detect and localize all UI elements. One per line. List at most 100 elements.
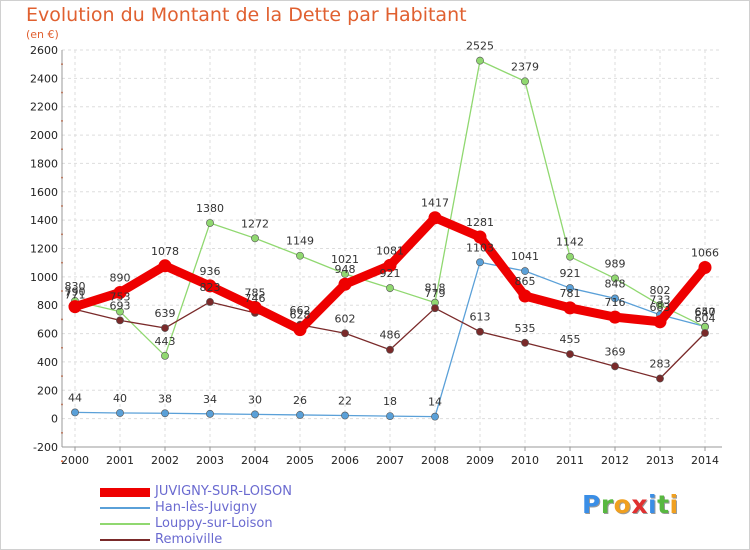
y-tick-label: 1800 bbox=[30, 157, 58, 170]
data-label-juvigny-sur-loison: 790 bbox=[65, 286, 86, 299]
data-point-han-l-s-juvigny bbox=[386, 412, 394, 420]
y-tick-label: 1200 bbox=[30, 243, 58, 256]
data-label-remoiville: 779 bbox=[425, 287, 446, 300]
data-label-louppy-sur-loison: 753 bbox=[110, 291, 131, 304]
data-point-remoiville bbox=[386, 345, 394, 354]
data-point-juvigny-sur-loison bbox=[428, 211, 442, 225]
data-label-han-l-s-juvigny: 650 bbox=[695, 305, 716, 318]
proxiti-logo: Proxiti bbox=[582, 490, 679, 519]
data-label-juvigny-sur-loison: 785 bbox=[245, 286, 266, 299]
logo-letter: x bbox=[631, 490, 648, 519]
data-label-han-l-s-juvigny: 733 bbox=[650, 294, 671, 307]
logo-letter: i bbox=[648, 490, 658, 519]
data-point-louppy-sur-loison bbox=[611, 274, 619, 283]
data-label-juvigny-sur-loison: 948 bbox=[335, 263, 356, 276]
data-point-han-l-s-juvigny bbox=[566, 284, 574, 292]
logo-letter: t bbox=[657, 490, 670, 519]
data-label-han-l-s-juvigny: 40 bbox=[113, 392, 127, 405]
x-axis-ticks: 2000 2001 2002 2003 2004 2005 2006 2007 2008 2009… bbox=[61, 454, 719, 467]
y-tick-label: 2400 bbox=[30, 72, 58, 85]
data-label-louppy-sur-loison: 2379 bbox=[511, 60, 539, 73]
data-label-han-l-s-juvigny: 848 bbox=[605, 277, 626, 290]
legend-swatch bbox=[100, 539, 150, 541]
data-label-louppy-sur-loison: 443 bbox=[155, 335, 176, 348]
x-tick-label: 2003 bbox=[196, 454, 224, 467]
data-point-han-l-s-juvigny bbox=[341, 411, 349, 420]
y-tick-label: 400 bbox=[37, 356, 58, 369]
data-point-louppy-sur-loison bbox=[476, 56, 484, 65]
data-point-remoiville bbox=[611, 362, 619, 371]
data-label-louppy-sur-loison: 1272 bbox=[241, 217, 269, 230]
data-label-han-l-s-juvigny: 44 bbox=[68, 391, 82, 404]
data-label-remoiville: 771 bbox=[65, 288, 86, 301]
data-label-remoiville: 613 bbox=[470, 311, 491, 324]
x-tick-label: 2005 bbox=[286, 454, 314, 467]
data-label-louppy-sur-loison: 802 bbox=[650, 284, 671, 297]
data-label-louppy-sur-loison: 818 bbox=[425, 282, 446, 295]
data-label-louppy-sur-loison: 830 bbox=[65, 280, 86, 293]
data-point-juvigny-sur-loison bbox=[383, 258, 397, 272]
data-point-juvigny-sur-loison bbox=[608, 310, 622, 324]
y-axis-ticks: -200 0 200 400 600 800 1000 1200 1400 1600 1800 200… bbox=[30, 44, 58, 454]
data-label-remoiville: 823 bbox=[200, 281, 221, 294]
data-point-remoiville bbox=[701, 329, 709, 337]
y-tick-label: 200 bbox=[37, 384, 58, 397]
y-tick-label: 1000 bbox=[30, 271, 58, 284]
legend-label: Han-lès-Juvigny bbox=[155, 500, 258, 515]
data-label-remoiville: 283 bbox=[650, 358, 671, 371]
data-point-juvigny-sur-loison bbox=[158, 259, 172, 273]
data-point-han-l-s-juvigny bbox=[251, 410, 259, 419]
y-tick-label: 2600 bbox=[30, 44, 58, 57]
data-point-han-l-s-juvigny bbox=[296, 411, 304, 419]
data-label-louppy-sur-loison: 1149 bbox=[286, 235, 314, 248]
data-label-juvigny-sur-loison: 1281 bbox=[466, 216, 494, 229]
data-label-juvigny-sur-loison: 1066 bbox=[691, 246, 719, 259]
data-point-juvigny-sur-loison bbox=[563, 301, 577, 315]
data-label-remoiville: 604 bbox=[695, 312, 716, 325]
data-point-louppy-sur-loison bbox=[206, 219, 214, 227]
data-labels: 790 890 1078 936 785 628 948 1081 1417 1281 865 781… bbox=[65, 40, 720, 409]
y-tick-label: -200 bbox=[33, 441, 58, 454]
data-label-han-l-s-juvigny: 38 bbox=[158, 392, 172, 405]
y-tick-label: 600 bbox=[37, 328, 58, 341]
data-point-juvigny-sur-loison bbox=[698, 260, 712, 274]
logo-letter: i bbox=[669, 490, 679, 519]
data-label-han-l-s-juvigny: 26 bbox=[293, 394, 307, 407]
data-point-louppy-sur-loison bbox=[296, 251, 304, 260]
x-tick-label: 2011 bbox=[556, 454, 584, 467]
data-point-louppy-sur-loison bbox=[116, 307, 124, 316]
data-point-han-l-s-juvigny bbox=[611, 294, 619, 303]
x-tick-label: 2001 bbox=[106, 454, 134, 467]
grid bbox=[61, 49, 722, 462]
data-label-remoiville: 693 bbox=[110, 299, 131, 312]
data-label-juvigny-sur-loison: 865 bbox=[515, 275, 536, 288]
data-label-juvigny-sur-loison: 1417 bbox=[421, 197, 449, 210]
line-chart: -200 0 200 400 600 800 1000 1200 1400 1600 1800 200… bbox=[30, 40, 722, 467]
data-label-juvigny-sur-loison: 1078 bbox=[151, 245, 179, 258]
data-point-remoiville bbox=[206, 298, 214, 306]
data-point-juvigny-sur-loison bbox=[203, 279, 217, 293]
data-point-han-l-s-juvigny bbox=[476, 258, 484, 267]
data-label-remoiville: 535 bbox=[515, 322, 536, 335]
data-label-juvigny-sur-loison: 890 bbox=[110, 271, 131, 284]
data-label-remoiville: 602 bbox=[335, 312, 356, 325]
data-point-louppy-sur-loison bbox=[251, 234, 259, 243]
legend-label: JUVIGNY-SUR-LOISON bbox=[155, 484, 292, 499]
data-label-remoiville: 486 bbox=[380, 329, 401, 342]
data-point-han-l-s-juvigny bbox=[71, 408, 79, 417]
x-tick-label: 2006 bbox=[331, 454, 359, 467]
data-point-remoiville bbox=[431, 304, 439, 313]
data-point-remoiville bbox=[656, 374, 664, 383]
data-point-louppy-sur-loison bbox=[386, 284, 394, 292]
data-point-remoiville bbox=[161, 324, 169, 332]
data-point-han-l-s-juvigny bbox=[116, 409, 124, 417]
y-tick-label: 1600 bbox=[30, 186, 58, 199]
y-tick-label: 800 bbox=[37, 299, 58, 312]
x-tick-label: 2002 bbox=[151, 454, 179, 467]
series-group bbox=[68, 56, 712, 421]
data-label-louppy-sur-loison: 921 bbox=[380, 267, 401, 280]
data-label-han-l-s-juvigny: 34 bbox=[203, 393, 217, 406]
data-point-juvigny-sur-loison bbox=[248, 300, 262, 314]
y-tick-label: 2200 bbox=[30, 101, 58, 114]
x-tick-label: 2009 bbox=[466, 454, 494, 467]
